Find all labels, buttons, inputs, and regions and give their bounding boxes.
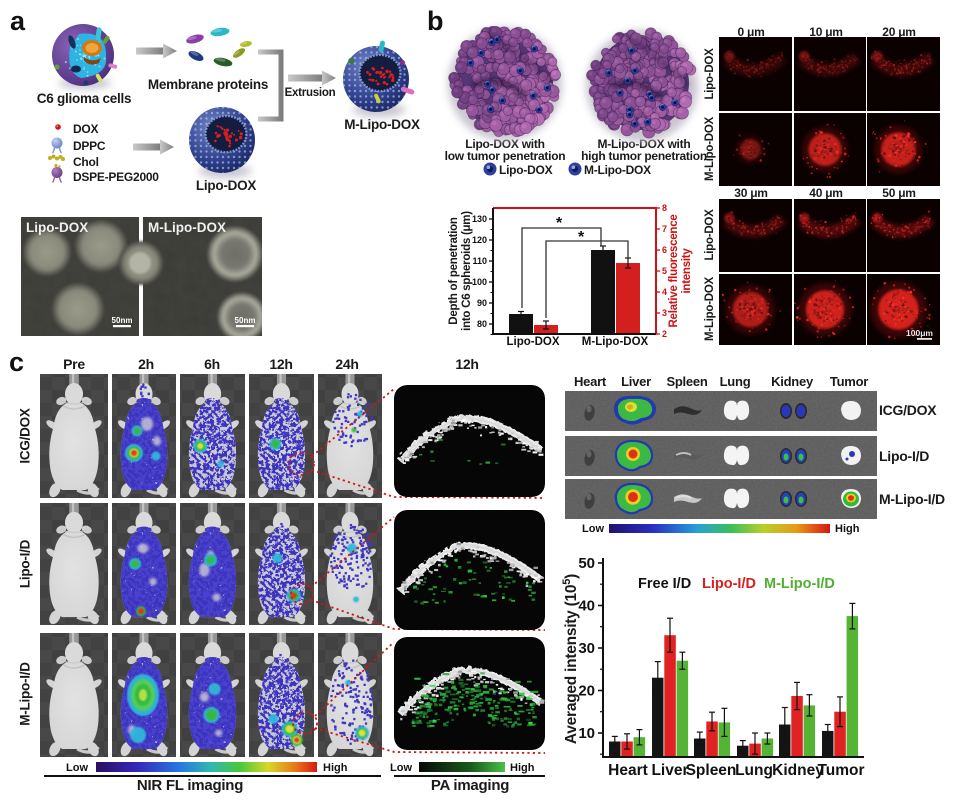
svg-text:Low: Low	[66, 762, 88, 774]
svg-text:10: 10	[578, 725, 595, 742]
svg-text:M-Lipo-I/D: M-Lipo-I/D	[764, 576, 835, 592]
svg-text:3: 3	[662, 308, 667, 318]
svg-text:Tumor: Tumor	[817, 762, 864, 779]
svg-text:2: 2	[662, 329, 667, 339]
svg-text:M-Lipo-DOX: M-Lipo-DOX	[148, 220, 226, 235]
svg-text:High: High	[323, 762, 348, 774]
svg-text:110: 110	[472, 256, 487, 266]
svg-text:50nm: 50nm	[235, 316, 256, 325]
svg-text:*: *	[556, 215, 563, 232]
svg-text:50nm: 50nm	[112, 316, 133, 325]
svg-text:Lipo-DOX: Lipo-DOX	[26, 220, 88, 235]
svg-text:M-Lipo-DOX: M-Lipo-DOX	[582, 336, 649, 348]
svg-text:Liver: Liver	[651, 762, 688, 779]
svg-text:5: 5	[662, 266, 667, 276]
svg-text:6: 6	[662, 245, 667, 255]
svg-text:130: 130	[472, 214, 487, 224]
svg-text:120: 120	[472, 235, 487, 245]
svg-text:90: 90	[477, 298, 487, 308]
svg-text:Lung: Lung	[735, 762, 773, 779]
svg-text:20: 20	[578, 683, 595, 700]
svg-text:Lipo-I/D: Lipo-I/D	[702, 576, 756, 592]
svg-text:30: 30	[578, 640, 595, 657]
svg-text:Low: Low	[390, 762, 412, 774]
svg-text:8: 8	[662, 203, 667, 213]
svg-text:High: High	[835, 523, 860, 535]
svg-text:Heart: Heart	[608, 762, 648, 779]
svg-text:40: 40	[578, 598, 595, 615]
svg-text:Low: Low	[582, 523, 604, 535]
svg-text:*: *	[578, 229, 585, 246]
svg-text:7: 7	[662, 224, 667, 234]
svg-text:Kidney: Kidney	[772, 762, 824, 779]
svg-text:Lipo-DOX: Lipo-DOX	[506, 336, 559, 348]
svg-text:Free I/D: Free I/D	[638, 576, 691, 592]
svg-text:High: High	[510, 762, 535, 774]
svg-text:Spleen: Spleen	[686, 762, 737, 779]
svg-text:4: 4	[662, 287, 667, 297]
svg-text:100: 100	[472, 277, 487, 287]
svg-text:80: 80	[477, 319, 487, 329]
svg-text:100μm: 100μm	[906, 328, 933, 338]
svg-text:50: 50	[578, 555, 595, 572]
